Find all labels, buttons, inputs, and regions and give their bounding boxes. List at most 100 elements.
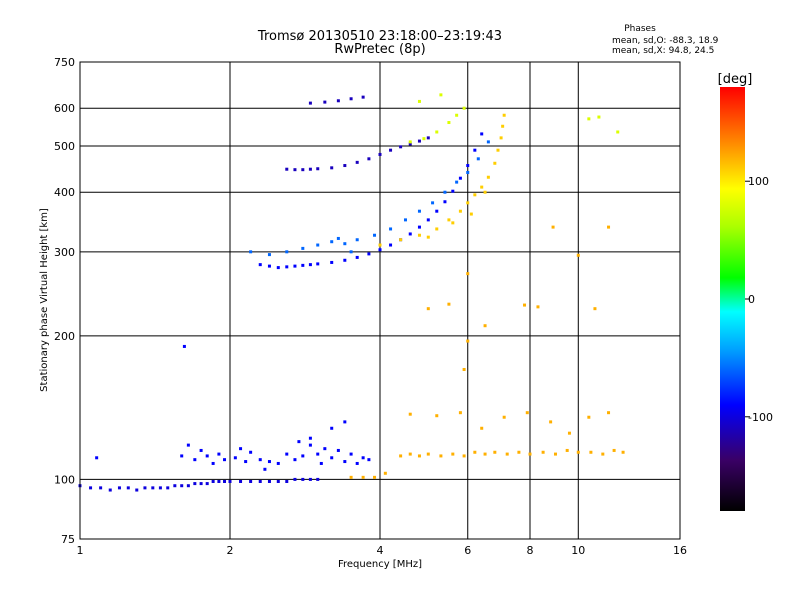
grid-layer — [80, 62, 680, 539]
data-point — [399, 454, 403, 458]
data-point — [383, 471, 387, 475]
data-point — [301, 454, 305, 458]
data-point — [293, 264, 297, 268]
data-point — [276, 479, 280, 483]
data-point — [455, 180, 459, 184]
data-point — [285, 265, 289, 269]
data-point — [301, 168, 305, 172]
data-point — [143, 486, 147, 490]
data-point — [399, 238, 403, 242]
data-point — [158, 486, 162, 490]
y-tick-label: 75 — [61, 533, 75, 546]
data-point — [399, 145, 403, 149]
data-point — [199, 482, 203, 486]
x-tick-label: 1 — [77, 544, 84, 557]
data-point — [330, 456, 334, 460]
data-point — [285, 452, 289, 456]
data-point — [466, 170, 470, 174]
data-point — [462, 367, 466, 371]
data-point — [466, 339, 470, 343]
data-point — [408, 232, 412, 236]
data-point — [403, 218, 407, 222]
data-point — [621, 450, 625, 454]
data-point — [378, 152, 382, 156]
data-point — [389, 227, 393, 231]
data-point — [355, 461, 359, 465]
data-point — [258, 263, 262, 267]
data-point — [301, 263, 305, 267]
data-point — [308, 436, 312, 440]
data-point — [330, 260, 334, 264]
data-point — [211, 479, 215, 483]
data-point — [417, 139, 421, 143]
data-point — [336, 99, 340, 103]
colorbar-tick-label: 100 — [748, 175, 769, 188]
data-point — [151, 486, 155, 490]
data-point — [528, 452, 532, 456]
data-point — [223, 479, 227, 483]
data-point — [186, 484, 190, 488]
data-point — [389, 148, 393, 152]
data-point — [499, 136, 503, 140]
x-tick-label: 4 — [377, 544, 384, 557]
data-point — [323, 447, 327, 451]
data-point — [199, 448, 203, 452]
data-point — [455, 113, 459, 117]
data-point — [447, 121, 451, 125]
chart-subtitle: RwPretec (8p) — [334, 42, 425, 57]
x-tick-label: 16 — [673, 544, 687, 557]
data-point — [355, 160, 359, 164]
data-point — [616, 130, 620, 134]
x-tick-label: 10 — [571, 544, 585, 557]
data-point — [593, 307, 597, 311]
colorbar-tick-label: -100 — [748, 411, 773, 424]
data-point — [343, 242, 347, 246]
data-point — [263, 467, 267, 471]
data-point — [447, 302, 451, 306]
phase-stats-x: mean, sd,X: 94.8, 24.5 — [612, 46, 714, 56]
data-point — [267, 253, 271, 257]
data-point — [319, 461, 323, 465]
data-point — [323, 100, 327, 104]
data-point — [285, 479, 289, 483]
data-point — [469, 212, 473, 216]
data-point — [451, 452, 455, 456]
data-point — [493, 450, 497, 454]
data-point — [108, 488, 112, 492]
data-point — [193, 458, 197, 462]
data-point — [336, 448, 340, 452]
data-point — [480, 132, 484, 136]
y-tick-label: 300 — [54, 246, 75, 259]
data-point — [551, 225, 555, 229]
data-point — [417, 233, 421, 237]
data-point — [439, 93, 443, 97]
data-point — [330, 426, 334, 430]
data-point — [308, 167, 312, 171]
data-point — [267, 264, 271, 268]
data-point — [587, 415, 591, 419]
data-point — [373, 233, 377, 237]
data-point — [589, 450, 593, 454]
data-point — [373, 475, 377, 479]
data-point — [458, 176, 462, 180]
data-point — [285, 167, 289, 171]
data-point — [228, 479, 232, 483]
data-point — [361, 95, 365, 99]
data-point — [549, 420, 553, 424]
y-tick-label: 100 — [54, 473, 75, 486]
data-point — [443, 200, 447, 204]
data-point — [426, 452, 430, 456]
data-point — [607, 411, 611, 415]
data-point — [293, 477, 297, 481]
data-point — [536, 305, 540, 309]
data-point — [217, 479, 221, 483]
data-point — [223, 458, 227, 462]
data-point — [355, 255, 359, 259]
data-point — [525, 411, 529, 415]
data-point — [186, 443, 190, 447]
data-point — [451, 221, 455, 225]
x-tick-label: 8 — [527, 544, 534, 557]
data-point — [493, 161, 497, 165]
data-point — [276, 266, 280, 270]
data-point — [205, 482, 209, 486]
